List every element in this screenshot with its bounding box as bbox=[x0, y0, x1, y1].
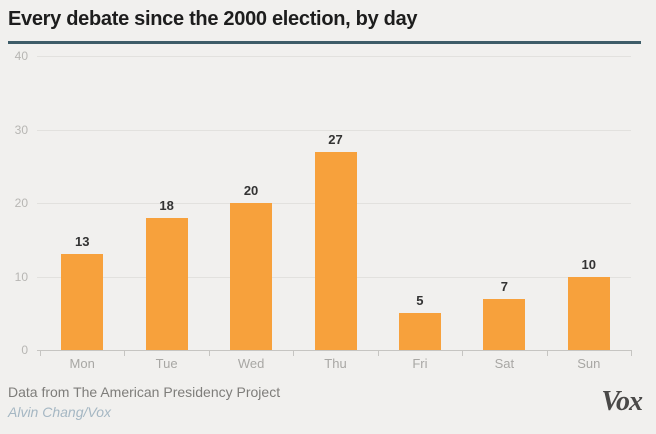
x-axis-line bbox=[37, 350, 631, 351]
bar-sat bbox=[483, 298, 526, 350]
y-axis-tick-label: 0 bbox=[21, 343, 28, 357]
y-axis-tick-label: 40 bbox=[14, 49, 28, 63]
x-axis-tick bbox=[631, 350, 632, 356]
bar-value-label: 7 bbox=[500, 278, 508, 294]
x-axis-tick bbox=[546, 350, 548, 356]
bar-mon bbox=[61, 254, 104, 350]
chart-title: Every debate since the 2000 election, by… bbox=[8, 8, 418, 30]
x-axis-category-label: Sun bbox=[577, 356, 601, 371]
bar-tue bbox=[145, 217, 188, 350]
vox-logo: Vox bbox=[601, 386, 643, 417]
x-axis-category-label: Fri bbox=[412, 356, 428, 371]
x-axis-tick bbox=[462, 350, 464, 356]
bar-value-label: 5 bbox=[416, 293, 424, 309]
x-axis-tick bbox=[124, 350, 126, 356]
bar-value-label: 13 bbox=[74, 234, 90, 250]
bar-value-label: 18 bbox=[159, 197, 174, 213]
gridline bbox=[37, 129, 631, 131]
data-source-note: Data from The American Presidency Projec… bbox=[8, 384, 281, 400]
bar-thu bbox=[314, 151, 357, 350]
y-axis-tick-label: 30 bbox=[14, 122, 28, 137]
y-axis-tick-label: 10 bbox=[14, 269, 28, 284]
x-axis-category-label: Mon bbox=[69, 356, 95, 371]
bar-wed bbox=[230, 203, 273, 350]
bar-value-label: 27 bbox=[328, 131, 343, 147]
title-underline bbox=[8, 41, 641, 44]
x-axis-tick bbox=[377, 350, 379, 356]
gridline bbox=[37, 56, 631, 57]
x-axis-tick bbox=[293, 350, 295, 356]
x-axis-category-label: Thu bbox=[324, 356, 347, 371]
bar-sun bbox=[567, 276, 610, 350]
x-axis-tick bbox=[208, 350, 210, 356]
y-axis-tick-label: 20 bbox=[14, 196, 28, 210]
x-axis-category-label: Sat bbox=[494, 356, 515, 371]
bar-value-label: 20 bbox=[243, 183, 259, 198]
bar-fri bbox=[398, 313, 441, 350]
bar-value-label: 10 bbox=[581, 256, 597, 272]
x-axis-tick bbox=[40, 350, 41, 356]
x-axis-category-label: Tue bbox=[155, 356, 178, 371]
author-credit: Alvin Chang/Vox bbox=[8, 404, 111, 420]
x-axis-category-label: Wed bbox=[237, 356, 265, 371]
